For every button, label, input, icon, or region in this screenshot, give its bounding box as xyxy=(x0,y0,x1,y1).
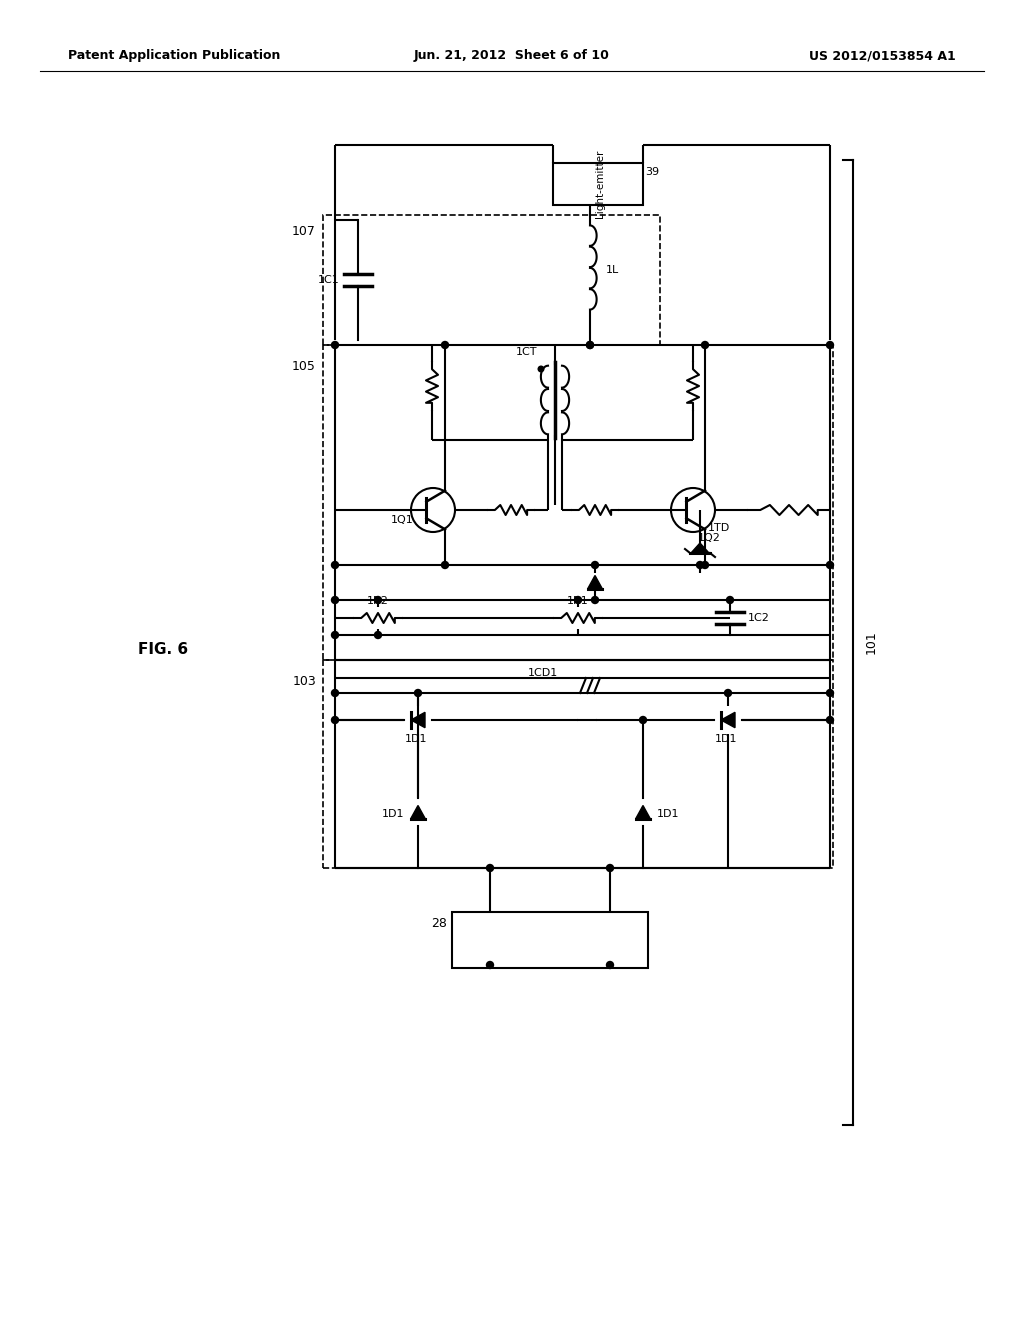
Circle shape xyxy=(574,597,582,603)
Text: Patent Application Publication: Patent Application Publication xyxy=(68,49,281,62)
Text: 105: 105 xyxy=(292,360,316,374)
Circle shape xyxy=(640,717,646,723)
Circle shape xyxy=(606,865,613,871)
Polygon shape xyxy=(411,805,425,818)
Circle shape xyxy=(441,561,449,569)
Text: 39: 39 xyxy=(645,168,659,177)
Circle shape xyxy=(726,597,733,603)
Polygon shape xyxy=(636,805,650,818)
Text: 1Q2: 1Q2 xyxy=(698,533,721,543)
Circle shape xyxy=(701,561,709,569)
Circle shape xyxy=(332,717,339,723)
Polygon shape xyxy=(411,713,425,727)
Bar xyxy=(553,162,643,205)
Text: 28: 28 xyxy=(431,917,447,931)
Circle shape xyxy=(826,717,834,723)
Text: 1R2: 1R2 xyxy=(367,597,389,606)
Polygon shape xyxy=(691,543,709,553)
Text: Jun. 21, 2012  Sheet 6 of 10: Jun. 21, 2012 Sheet 6 of 10 xyxy=(414,49,610,62)
Text: 1D1: 1D1 xyxy=(404,734,427,744)
Circle shape xyxy=(486,865,494,871)
Circle shape xyxy=(826,342,834,348)
Text: FIG. 6: FIG. 6 xyxy=(138,643,188,657)
Text: 1CT: 1CT xyxy=(516,347,538,356)
Bar xyxy=(323,660,833,869)
Circle shape xyxy=(332,342,339,348)
Text: 1CD1: 1CD1 xyxy=(527,668,558,678)
Text: 1C2: 1C2 xyxy=(748,612,770,623)
Circle shape xyxy=(332,561,339,569)
Text: 1D1: 1D1 xyxy=(715,734,737,744)
Circle shape xyxy=(701,342,709,348)
Circle shape xyxy=(587,342,594,348)
Text: 107: 107 xyxy=(292,224,316,238)
Text: US 2012/0153854 A1: US 2012/0153854 A1 xyxy=(809,49,956,62)
Text: 1R1: 1R1 xyxy=(567,597,589,606)
Polygon shape xyxy=(588,576,602,589)
Text: 1D1: 1D1 xyxy=(382,809,404,818)
Bar xyxy=(323,345,833,660)
Text: 1TD: 1TD xyxy=(708,523,730,533)
Circle shape xyxy=(826,689,834,697)
Circle shape xyxy=(696,561,703,569)
Polygon shape xyxy=(721,713,735,727)
Circle shape xyxy=(375,597,382,603)
Text: Light-emitter: Light-emitter xyxy=(595,149,605,218)
Text: 101: 101 xyxy=(865,630,878,653)
Bar xyxy=(323,215,660,345)
Circle shape xyxy=(332,597,339,603)
Circle shape xyxy=(592,597,598,603)
Circle shape xyxy=(606,961,613,969)
Circle shape xyxy=(725,689,731,697)
Bar xyxy=(452,912,648,968)
Circle shape xyxy=(332,631,339,639)
Circle shape xyxy=(826,561,834,569)
Circle shape xyxy=(592,561,598,569)
Text: 1L: 1L xyxy=(606,265,620,275)
Circle shape xyxy=(587,342,594,348)
Circle shape xyxy=(375,631,382,639)
Circle shape xyxy=(486,961,494,969)
Text: 1Q1: 1Q1 xyxy=(391,515,414,525)
Circle shape xyxy=(441,342,449,348)
Text: 103: 103 xyxy=(292,675,316,688)
Circle shape xyxy=(539,366,544,372)
Circle shape xyxy=(415,689,422,697)
Text: 1D1: 1D1 xyxy=(657,809,680,818)
Circle shape xyxy=(332,689,339,697)
Text: 1C1: 1C1 xyxy=(318,275,340,285)
